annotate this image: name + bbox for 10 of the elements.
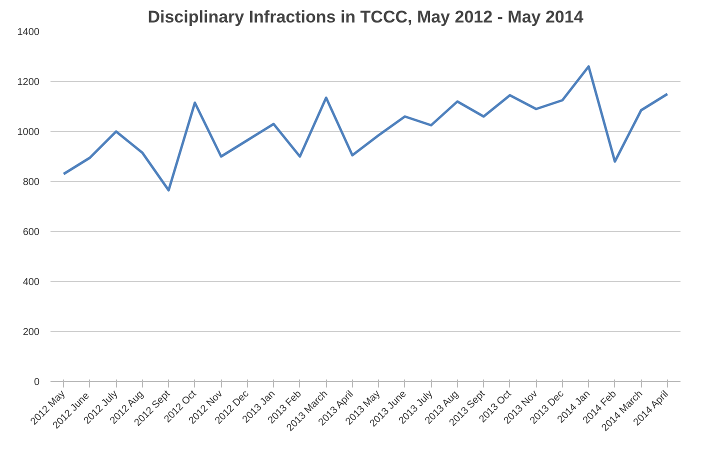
y-tick-label: 600 (22, 227, 40, 238)
y-tick-label: 400 (22, 277, 40, 288)
y-tick-label: 800 (22, 177, 40, 188)
y-tick-label: 1200 (17, 77, 40, 88)
line-series (62, 65, 669, 192)
y-tick-label: 0 (34, 377, 40, 388)
y-tick-label: 1400 (17, 27, 40, 38)
chart-title: Disciplinary Infractions in TCCC, May 2012 - May 2014 (148, 8, 584, 26)
y-tick-label: 1000 (17, 127, 40, 138)
y-tick-label: 200 (22, 327, 40, 338)
